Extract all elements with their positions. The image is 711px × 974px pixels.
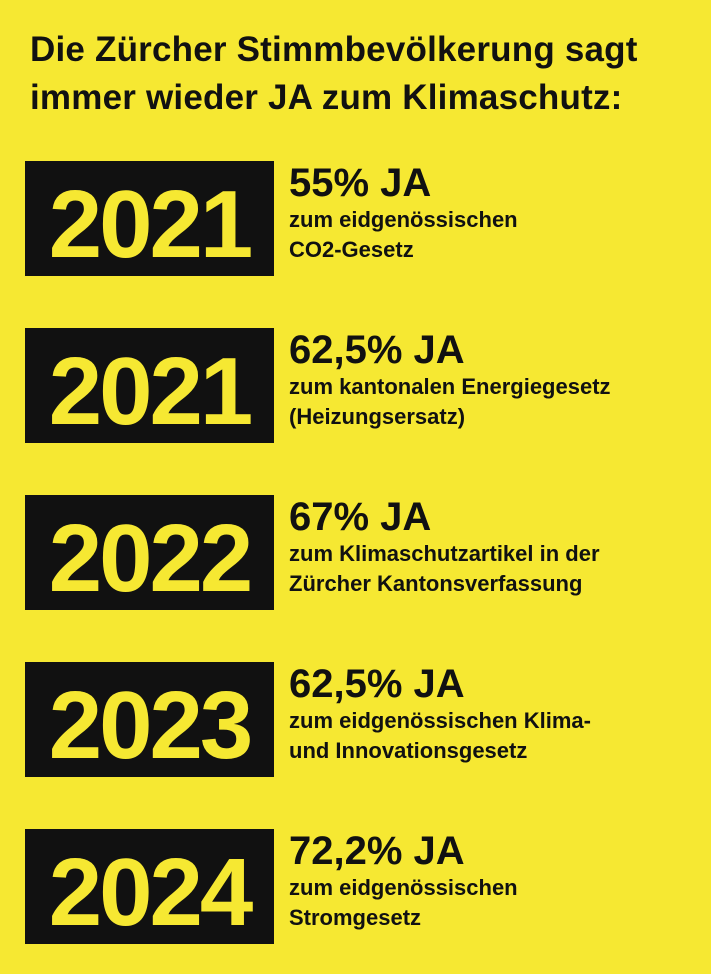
vote-description-line-1: zum Klimaschutzartikel in der: [289, 541, 600, 566]
year-label: 2021: [48, 170, 254, 278]
vote-result: 62,5% JA: [289, 662, 465, 706]
year-label: 2022: [48, 504, 254, 612]
vote-description-line-1: zum eidgenössischen: [289, 207, 518, 232]
vote-description-line-2: (Heizungsersatz): [289, 404, 466, 429]
vote-result: 62,5% JA: [289, 328, 465, 372]
vote-entry: 2024 72,2% JA zum eidgenössischen Stromg…: [25, 829, 705, 944]
year-badge: 2021: [25, 328, 274, 443]
year-badge: 2021: [25, 161, 274, 276]
vote-entry: 2021 55% JA zum eidgenössischen CO2-Gese…: [25, 161, 705, 276]
vote-description-line-2: Stromgesetz: [289, 905, 422, 930]
vote-description-line-2: Zürcher Kantonsverfassung: [289, 571, 583, 596]
vote-description-line-1: zum eidgenössischen Klima-: [289, 708, 591, 733]
vote-result: 55% JA: [289, 161, 432, 205]
vote-info: 72,2% JA zum eidgenössischen Stromgesetz: [289, 829, 709, 933]
year-badge: 2023: [25, 662, 274, 777]
headline-line-1: Die Zürcher Stimmbevölkerung sagt: [30, 30, 638, 69]
vote-info: 62,5% JA zum eidgenössischen Klima- und …: [289, 662, 709, 766]
year-badge: 2024: [25, 829, 274, 944]
year-badge: 2022: [25, 495, 274, 610]
vote-description-line-2: und Innovationsgesetz: [289, 738, 528, 763]
headline: Die Zürcher Stimmbevölkerung sagt immer …: [30, 26, 690, 122]
vote-info: 62,5% JA zum kantonalen Energiegesetz (H…: [289, 328, 709, 432]
vote-result: 67% JA: [289, 495, 432, 539]
vote-description-line-1: zum kantonalen Energiegesetz: [289, 374, 611, 399]
headline-line-2: immer wieder JA zum Klimaschutz:: [30, 78, 623, 117]
year-label: 2021: [48, 337, 254, 445]
vote-entry: 2023 62,5% JA zum eidgenössischen Klima-…: [25, 662, 705, 777]
vote-info: 55% JA zum eidgenössischen CO2-Gesetz: [289, 161, 709, 265]
vote-result: 72,2% JA: [289, 829, 465, 873]
vote-entry: 2022 67% JA zum Klimaschutzartikel in de…: [25, 495, 705, 610]
vote-entry: 2021 62,5% JA zum kantonalen Energiegese…: [25, 328, 705, 443]
year-label: 2023: [48, 671, 254, 779]
vote-description-line-2: CO2-Gesetz: [289, 237, 414, 262]
vote-description-line-1: zum eidgenössischen: [289, 875, 518, 900]
vote-info: 67% JA zum Klimaschutzartikel in der Zür…: [289, 495, 709, 599]
year-label: 2024: [48, 838, 254, 946]
